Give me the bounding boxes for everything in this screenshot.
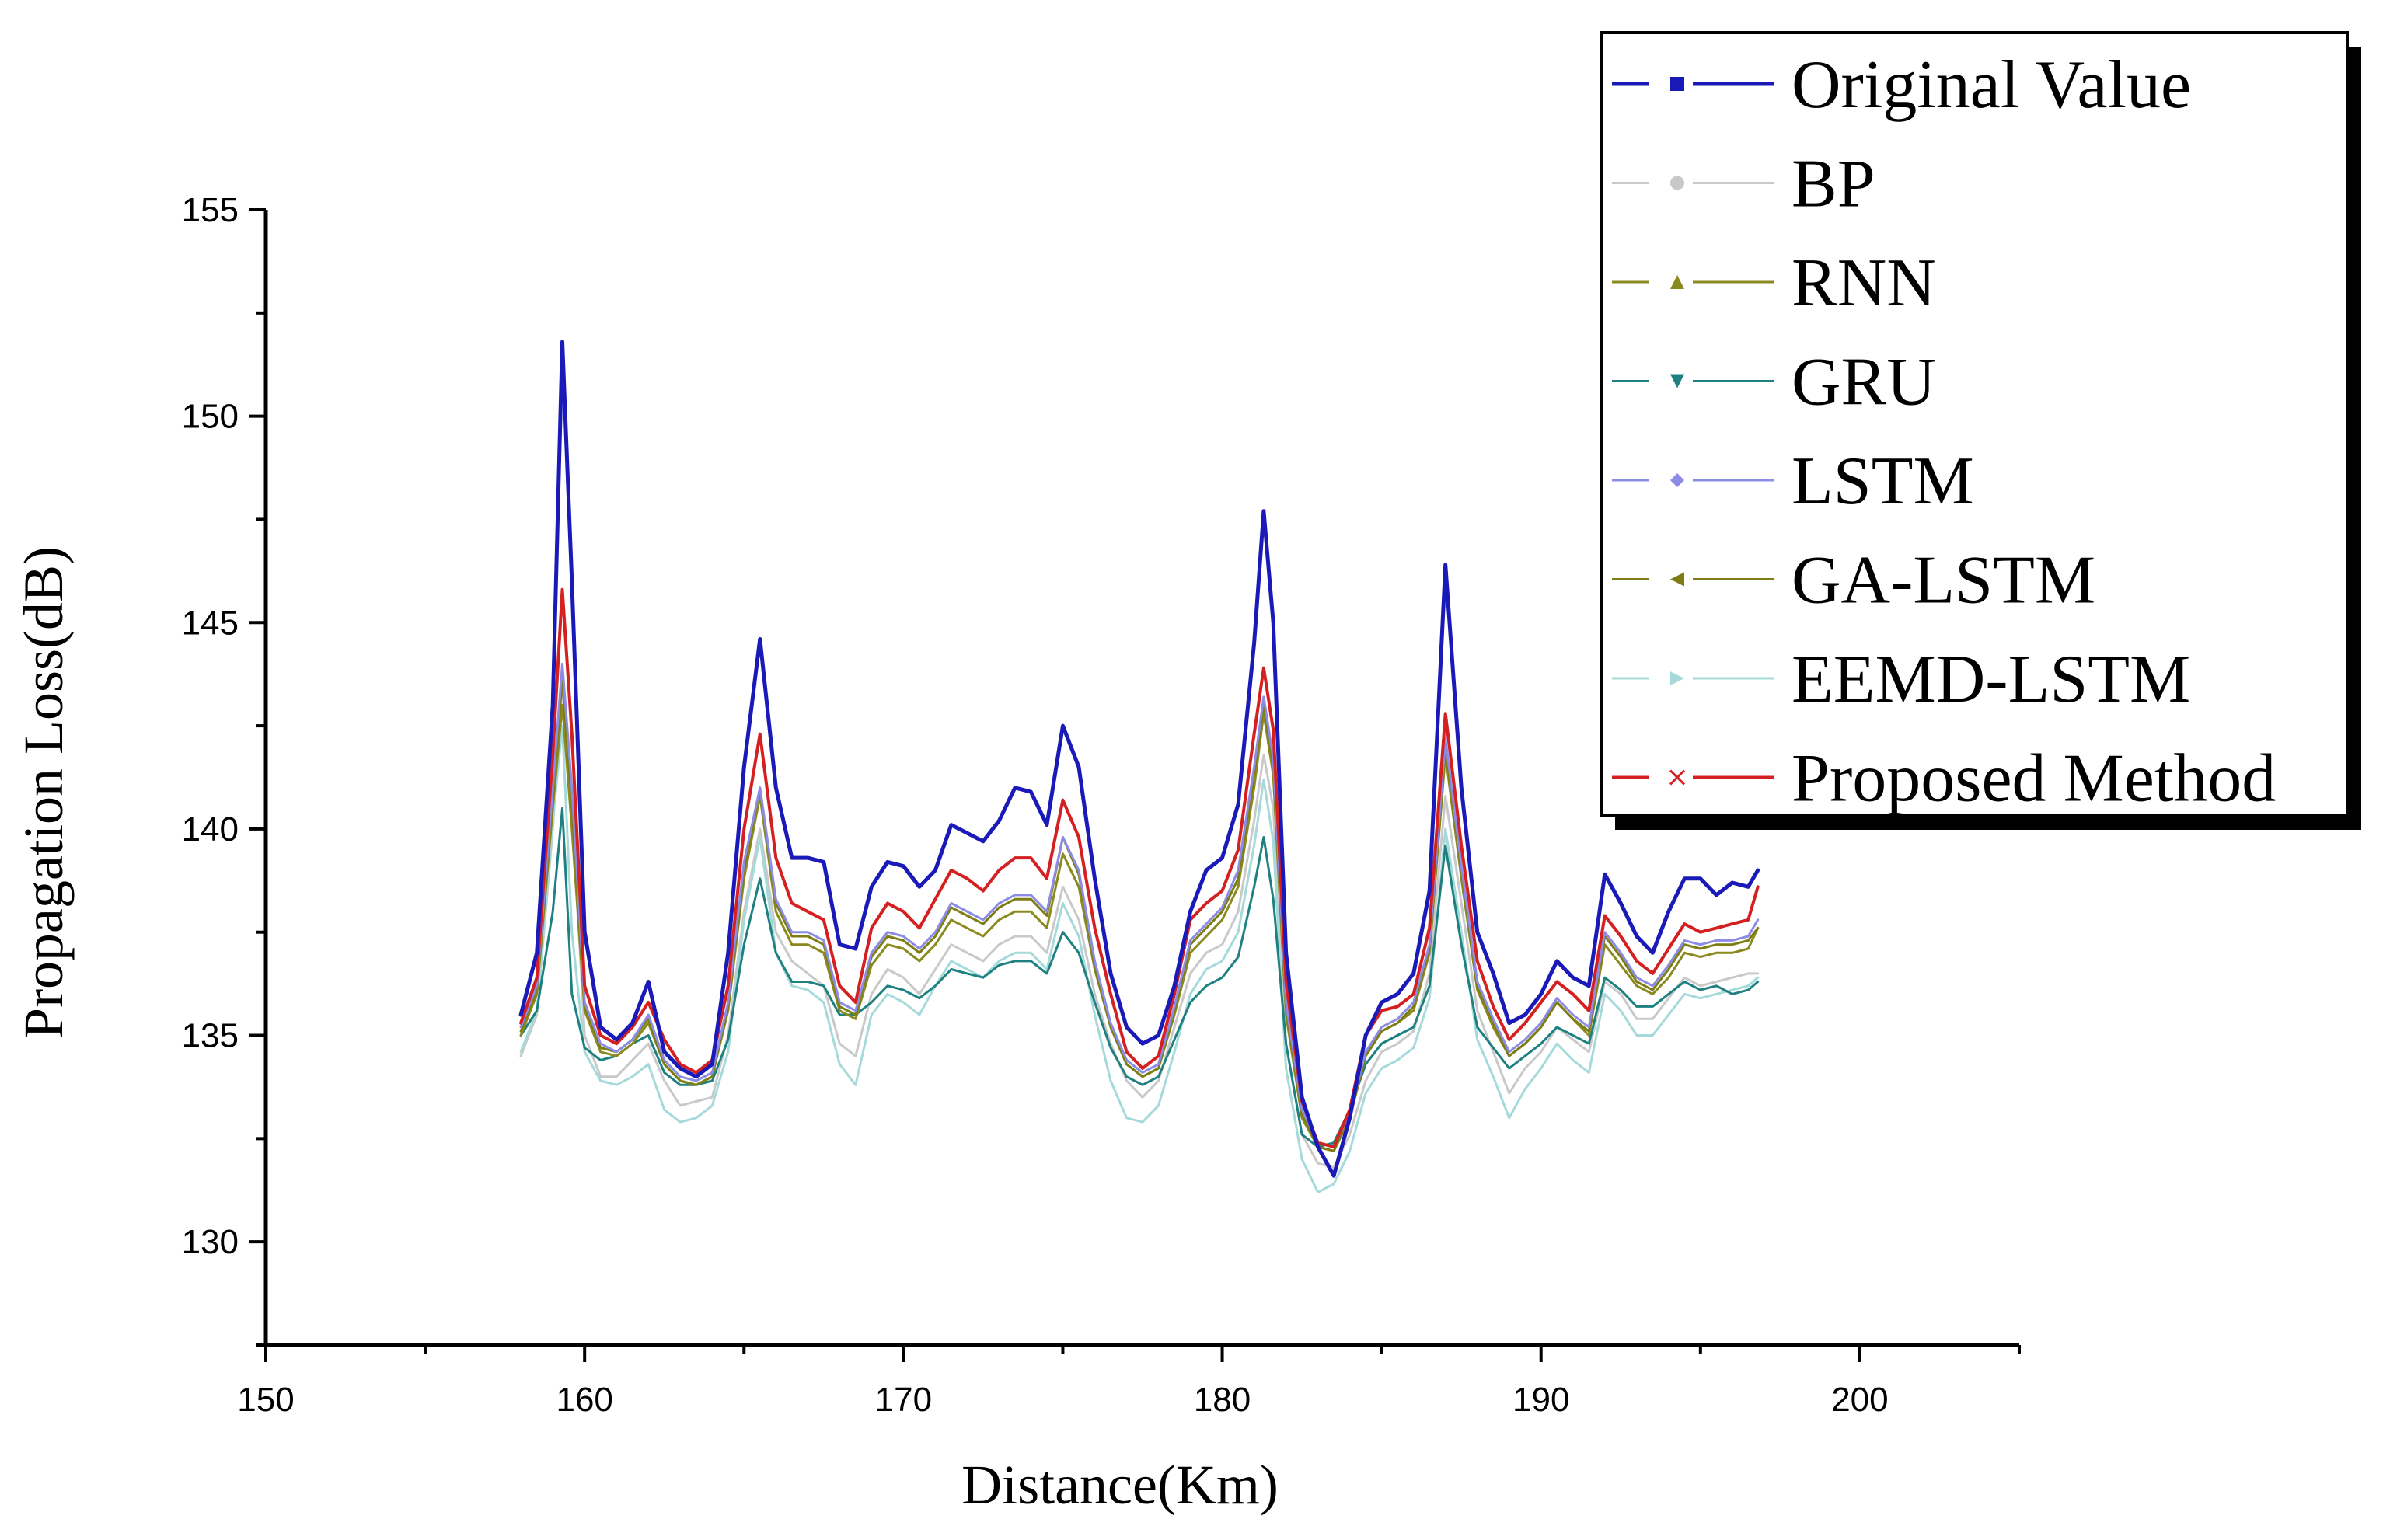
legend-marker-icon <box>1670 473 1684 487</box>
legend-item-original-value: Original Value <box>1612 47 2191 123</box>
legend-marker-icon <box>1670 671 1684 685</box>
x-tick-label: 190 <box>1512 1381 1569 1419</box>
y-tick-label: 130 <box>182 1223 239 1261</box>
x-tick-label: 160 <box>556 1381 612 1419</box>
x-tick-label: 180 <box>1194 1381 1251 1419</box>
legend-label: EEMD-LSTM <box>1792 642 2190 717</box>
legend-label: Original Value <box>1792 47 2191 123</box>
legend-marker-icon <box>1670 176 1684 190</box>
legend-item-lstm: LSTM <box>1612 444 1974 519</box>
legend-item-gru: GRU <box>1612 345 1936 420</box>
y-tick-label: 155 <box>182 191 239 229</box>
legend-marker-icon <box>1670 275 1684 289</box>
legend-label: GA-LSTM <box>1792 543 2095 618</box>
axes: 150 160 170 180 190 200 130 135 140 145 150 155 <box>182 191 2021 1419</box>
series-line-bp <box>519 683 1760 1169</box>
x-axis-title: Distance(Km) <box>961 1454 1279 1516</box>
y-tick-label: 145 <box>182 604 239 642</box>
y-tick-label: 135 <box>182 1017 239 1055</box>
legend-label: BP <box>1792 147 1875 222</box>
y-tick-label: 150 <box>182 398 239 436</box>
legend-label: GRU <box>1792 345 1936 420</box>
legend-label: RNN <box>1792 246 1936 321</box>
legend-item-bp: BP <box>1612 147 1875 222</box>
y-tick-label: 140 <box>182 810 239 848</box>
x-tick-label: 170 <box>875 1381 932 1419</box>
legend-label: LSTM <box>1792 444 1974 519</box>
legend: Original Value BP RNN GRU LSTM GA-LSTM EEMD-LS… <box>1600 31 2361 830</box>
x-tick-label: 150 <box>237 1381 294 1419</box>
series-line-lstm <box>519 662 1760 1148</box>
legend-item-proposed-method: Proposed Method <box>1612 741 2276 817</box>
legend-item-eemd-lstm: EEMD-LSTM <box>1612 642 2190 717</box>
series-line-proposed-method <box>519 587 1760 1148</box>
x-tick-label: 200 <box>1831 1381 1888 1419</box>
series-line-gru <box>519 807 1760 1148</box>
legend-marker-icon <box>1670 572 1684 587</box>
legend-label: Proposed Method <box>1792 741 2276 817</box>
legend-marker-icon <box>1670 77 1684 91</box>
series-line-ga-lstm <box>519 679 1760 1152</box>
legend-marker-icon <box>1669 769 1686 786</box>
legend-marker-icon <box>1670 374 1684 388</box>
y-axis-title: Propagation Loss(dB) <box>12 546 75 1039</box>
legend-box <box>1600 31 2349 817</box>
legend-item-ga-lstm: GA-LSTM <box>1612 543 2095 618</box>
series-line-eemd-lstm <box>519 724 1760 1193</box>
series-line-original-value <box>518 340 1760 1178</box>
legend-item-rnn: RNN <box>1612 246 1936 321</box>
series-group <box>518 340 1760 1193</box>
